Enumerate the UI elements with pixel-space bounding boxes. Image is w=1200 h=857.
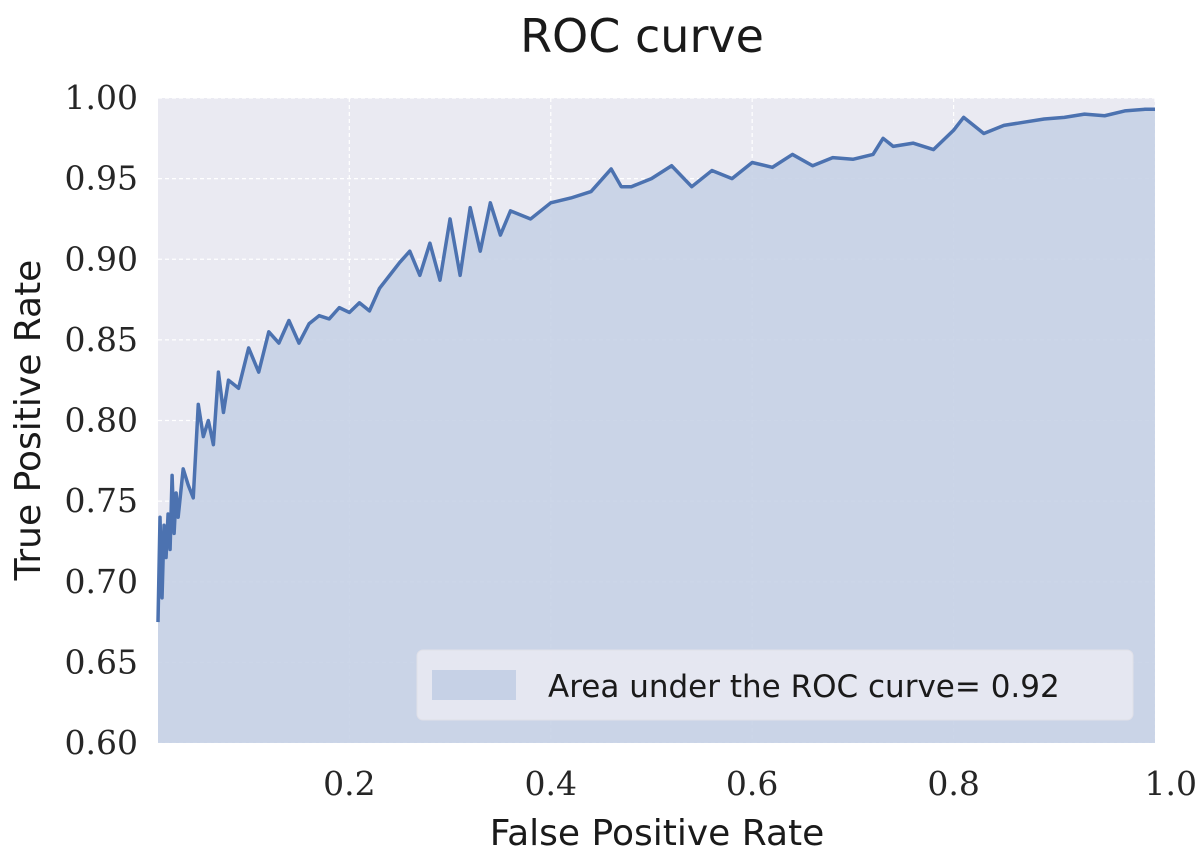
- x-tick-label: 0.8: [927, 764, 979, 803]
- y-tick-label: 0.80: [65, 401, 138, 440]
- legend-label: Area under the ROC curve= 0.92: [548, 669, 1060, 705]
- y-tick-label: 0.85: [65, 320, 138, 359]
- roc-area-fill: [158, 109, 1155, 744]
- x-axis-label: False Positive Rate: [490, 813, 825, 854]
- x-tick-label: 1.0: [1145, 764, 1197, 803]
- chart-title: ROC curve: [520, 9, 764, 63]
- y-tick-label: 0.95: [65, 159, 138, 198]
- x-tick-label: 0.6: [726, 764, 778, 803]
- x-axis-ticks: 0.2 0.4 0.6 0.8 1.0: [323, 764, 1197, 803]
- roc-curve-line: [156, 107, 1155, 623]
- y-axis-ticks: 0.60 0.65 0.70 0.75 0.80 0.85 0.90 0.95 1.00: [65, 78, 138, 762]
- y-axis-label: True Positive Rate: [8, 260, 49, 582]
- legend-box: [416, 649, 1134, 721]
- x-tick-label: 0.4: [525, 764, 577, 803]
- y-tick-label: 1.00: [65, 78, 138, 117]
- y-tick-label: 0.90: [65, 239, 138, 278]
- legend-swatch: [432, 670, 516, 700]
- x-tick-label: 0.2: [323, 764, 375, 803]
- y-tick-label: 0.70: [65, 562, 138, 601]
- y-tick-label: 0.60: [65, 723, 138, 762]
- legend: Area under the ROC curve= 0.92: [416, 649, 1134, 721]
- y-tick-label: 0.75: [65, 481, 138, 520]
- y-tick-label: 0.65: [65, 642, 138, 681]
